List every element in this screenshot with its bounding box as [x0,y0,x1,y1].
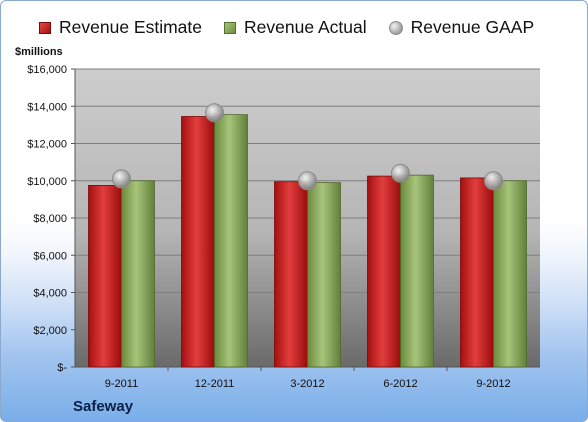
y-tick-label: $8,000 [33,213,67,225]
bar-revenue-actual [307,182,341,368]
chart-legend: Revenue Estimate Revenue Actual Revenue … [39,17,534,38]
legend-swatch-actual [224,21,236,34]
bar-revenue-estimate [88,185,122,368]
bar-revenue-actual [493,180,527,368]
y-tick-label: $14,000 [27,101,67,113]
y-tick-label: $4,000 [33,288,67,300]
legend-label-estimate: Revenue Estimate [59,17,202,37]
x-tick-label: 9-2012 [476,378,510,390]
y-tick-label: $2,000 [33,325,67,337]
bar-revenue-estimate [460,177,494,368]
bar-revenue-actual [121,180,155,368]
legend-item-actual: Revenue Actual [224,17,367,38]
x-tick-label: 3-2012 [290,378,324,390]
legend-swatch-gaap [388,20,403,35]
y-tick-label: $16,000 [27,64,67,76]
legend-item-estimate: Revenue Estimate [39,17,202,38]
bar-revenue-actual [400,174,434,368]
marker-revenue-gaap [391,163,410,183]
bar-revenue-estimate [367,175,401,368]
y-tick-label: $- [57,362,67,374]
legend-item-gaap: Revenue GAAP [388,17,535,38]
x-tick-label: 6-2012 [383,378,417,390]
x-tick-label: 9-2011 [105,378,138,390]
marker-revenue-gaap [205,103,224,123]
x-tick-label: 12-2011 [195,378,235,390]
bar-revenue-actual [214,114,248,368]
marker-revenue-gaap [298,171,317,191]
bar-revenue-estimate [181,116,215,368]
y-tick-label: $10,000 [27,176,67,188]
y-tick-label: $6,000 [33,250,67,262]
y-axis-units-label: $millions [15,46,63,58]
marker-revenue-gaap [484,171,503,191]
legend-label-gaap: Revenue GAAP [410,17,535,37]
legend-swatch-estimate [39,21,51,34]
marker-revenue-gaap [112,169,131,189]
y-tick-label: $12,000 [27,139,67,151]
company-name: Safeway [73,398,134,415]
bar-revenue-estimate [274,181,308,368]
legend-label-actual: Revenue Actual [244,17,367,37]
